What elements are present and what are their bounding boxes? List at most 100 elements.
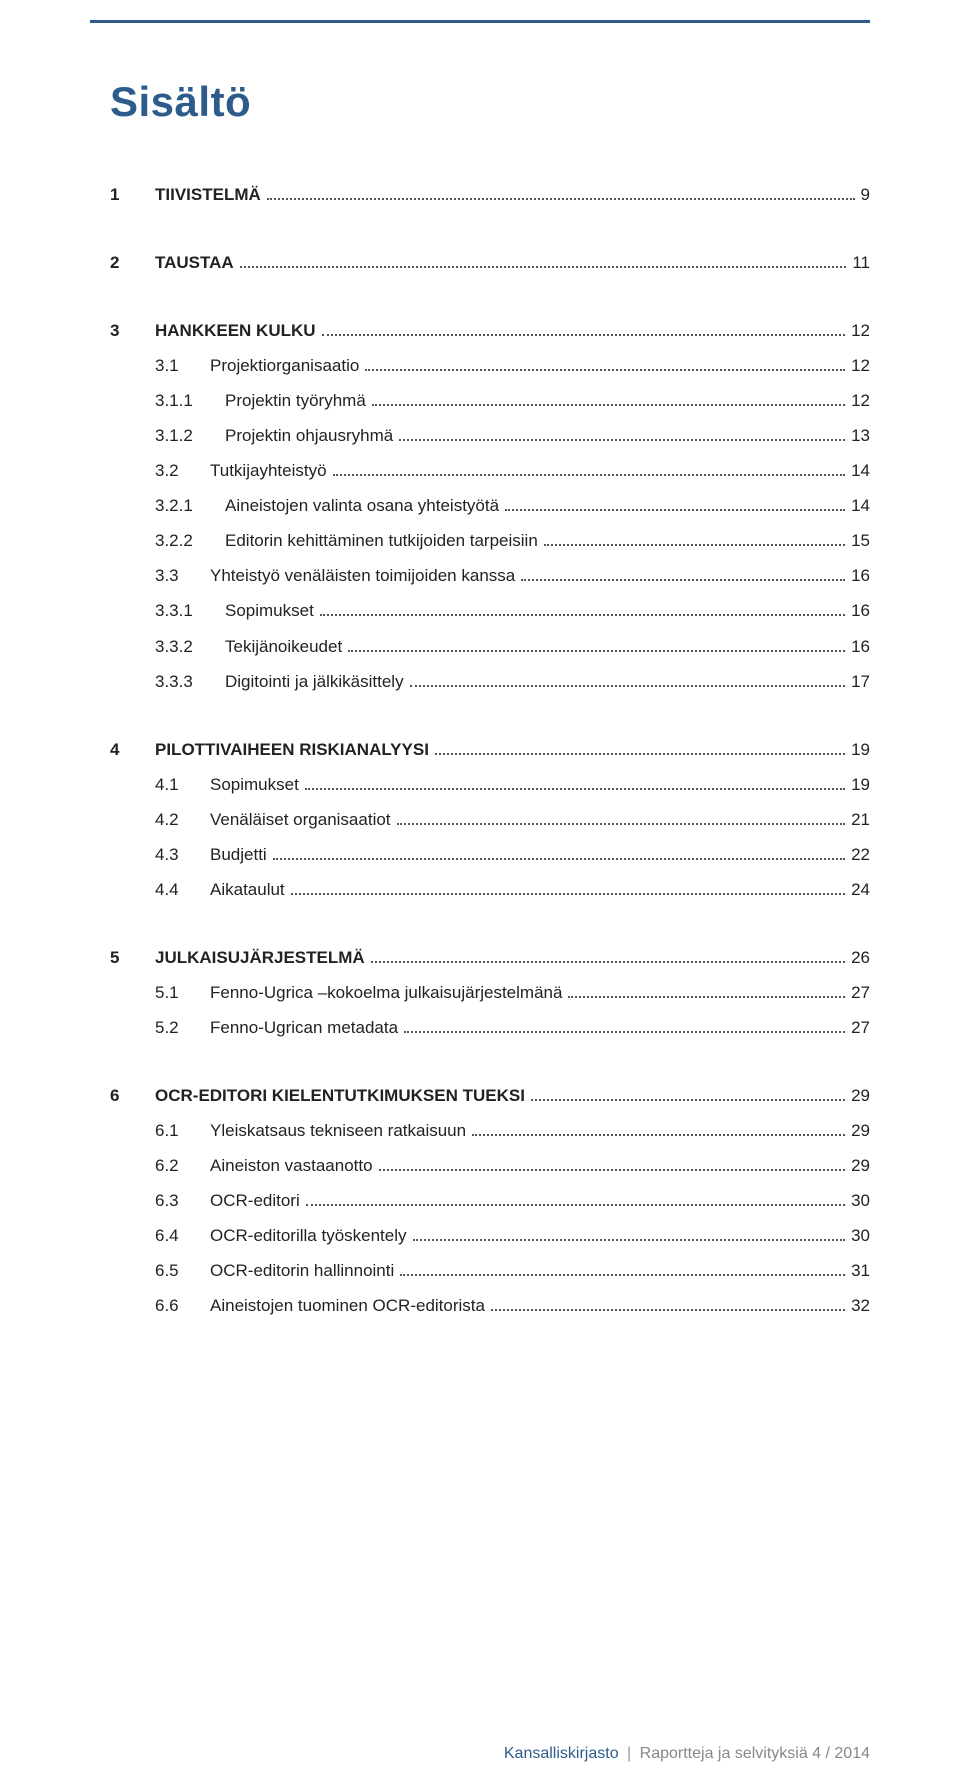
toc-leader bbox=[379, 1169, 846, 1171]
toc-entry[interactable]: 4PILOTTIVAIHEEN RISKIANALYYSI19 bbox=[110, 736, 870, 764]
toc-entry-text: Projektin työryhmä bbox=[225, 387, 366, 415]
toc-entry[interactable]: 3HANKKEEN KULKU12 bbox=[110, 317, 870, 345]
toc-section: 6OCR-EDITORI KIELENTUTKIMUKSEN TUEKSI29 6… bbox=[110, 1082, 870, 1320]
toc-entry-text: Yleiskatsaus tekniseen ratkaisuun bbox=[210, 1117, 466, 1145]
toc-entry-number: 5.2 bbox=[155, 1014, 210, 1042]
toc-entry[interactable]: 3.1.2Projektin ohjausryhmä13 bbox=[155, 422, 870, 450]
toc-entry-text: OCR-editorilla työskentely bbox=[210, 1222, 407, 1250]
toc-leader bbox=[240, 266, 847, 268]
toc-leader bbox=[333, 474, 846, 476]
toc-entry-text: Tutkijayhteistyö bbox=[210, 457, 327, 485]
toc-leader bbox=[399, 439, 845, 441]
toc-entry[interactable]: 6.4OCR-editorilla työskentely 30 bbox=[155, 1222, 870, 1250]
toc-entry-text: JULKAISUJÄRJESTELMÄ bbox=[155, 944, 365, 972]
toc-entry[interactable]: 3.2Tutkijayhteistyö14 bbox=[155, 457, 870, 485]
toc-entry-text: HANKKEEN KULKU bbox=[155, 317, 316, 345]
toc-entry[interactable]: 1TIIVISTELMÄ 9 bbox=[110, 181, 870, 209]
toc-entry-number: 6.4 bbox=[155, 1222, 210, 1250]
toc-entry-text: Digitointi ja jälkikäsittely bbox=[225, 668, 404, 696]
toc-leader bbox=[472, 1134, 845, 1136]
toc-entry-page: 27 bbox=[851, 979, 870, 1007]
toc-leader bbox=[400, 1274, 845, 1276]
toc-entry-number: 3 bbox=[110, 317, 155, 345]
toc-entry-page: 30 bbox=[851, 1222, 870, 1250]
toc-leader bbox=[371, 961, 845, 963]
toc-entry[interactable]: 6.1Yleiskatsaus tekniseen ratkaisuun29 bbox=[155, 1117, 870, 1145]
toc-entry-page: 29 bbox=[851, 1082, 870, 1110]
toc-entry[interactable]: 6.2Aineiston vastaanotto29 bbox=[155, 1152, 870, 1180]
toc-entry[interactable]: 3.1Projektiorganisaatio 12 bbox=[155, 352, 870, 380]
toc-section: 1TIIVISTELMÄ 9 bbox=[110, 181, 870, 209]
toc-entry-text: TAUSTAA bbox=[155, 249, 234, 277]
toc-entry[interactable]: 3.2.1Aineistojen valinta osana yhteistyö… bbox=[155, 492, 870, 520]
toc-entry-text: Sopimukset bbox=[210, 771, 299, 799]
toc-entry-number: 6.2 bbox=[155, 1152, 210, 1180]
toc-entry-text: Projektiorganisaatio bbox=[210, 352, 359, 380]
toc-entry[interactable]: 4.4Aikataulut24 bbox=[155, 876, 870, 904]
toc-entry-text: Fenno-Ugrica –kokoelma julkaisujärjestel… bbox=[210, 979, 562, 1007]
toc-entry-page: 17 bbox=[851, 668, 870, 696]
toc-entry-number: 6.3 bbox=[155, 1187, 210, 1215]
toc-entry-page: 19 bbox=[851, 771, 870, 799]
toc-entry-page: 12 bbox=[851, 352, 870, 380]
toc-entry[interactable]: 5JULKAISUJÄRJESTELMÄ26 bbox=[110, 944, 870, 972]
toc-leader bbox=[273, 858, 845, 860]
toc-entry-page: 24 bbox=[851, 876, 870, 904]
toc-entry-page: 29 bbox=[851, 1117, 870, 1145]
toc-entry-text: Budjetti bbox=[210, 841, 267, 869]
toc-entry[interactable]: 3.3.2Tekijänoikeudet16 bbox=[155, 633, 870, 661]
toc-entry[interactable]: 5.1Fenno-Ugrica –kokoelma julkaisujärjes… bbox=[155, 979, 870, 1007]
toc-leader bbox=[544, 544, 845, 546]
toc-leader bbox=[372, 404, 845, 406]
toc-entry-text: OCR-editorin hallinnointi bbox=[210, 1257, 394, 1285]
toc-entry-page: 15 bbox=[851, 527, 870, 555]
toc-entry-number: 6.5 bbox=[155, 1257, 210, 1285]
toc-section: 4PILOTTIVAIHEEN RISKIANALYYSI194.1Sopimu… bbox=[110, 736, 870, 904]
toc-leader bbox=[305, 788, 845, 790]
toc-entry[interactable]: 3.3Yhteistyö venäläisten toimijoiden kan… bbox=[155, 562, 870, 590]
toc-entry-page: 11 bbox=[852, 249, 870, 277]
toc-entry[interactable]: 3.2.2Editorin kehittäminen tutkijoiden t… bbox=[155, 527, 870, 555]
toc-entry-number: 4.2 bbox=[155, 806, 210, 834]
toc-entry-number: 3.3 bbox=[155, 562, 210, 590]
toc-entry[interactable]: 3.3.3Digitointi ja jälkikäsittely 17 bbox=[155, 668, 870, 696]
toc-entry-number: 4 bbox=[110, 736, 155, 764]
toc-entry[interactable]: 5.2Fenno-Ugrican metadata27 bbox=[155, 1014, 870, 1042]
toc-entry-text: Aineistojen tuominen OCR-editorista bbox=[210, 1292, 485, 1320]
toc-entry-number: 3.3.1 bbox=[155, 597, 225, 625]
toc-entry-text: TIIVISTELMÄ bbox=[155, 181, 261, 209]
toc-entry-number: 3.1 bbox=[155, 352, 210, 380]
toc-entry-number: 1 bbox=[110, 181, 155, 209]
toc-entry-number: 3.3.3 bbox=[155, 668, 225, 696]
toc-leader bbox=[410, 685, 846, 687]
toc-entry-page: 12 bbox=[851, 387, 870, 415]
toc-entry-number: 3.3.2 bbox=[155, 633, 225, 661]
toc-entry[interactable]: 6OCR-EDITORI KIELENTUTKIMUKSEN TUEKSI29 bbox=[110, 1082, 870, 1110]
toc-entry[interactable]: 4.1Sopimukset19 bbox=[155, 771, 870, 799]
table-of-contents: 1TIIVISTELMÄ92TAUSTAA113HANKKEEN KULKU12… bbox=[110, 181, 870, 1320]
toc-leader bbox=[521, 579, 845, 581]
toc-entry[interactable]: 2TAUSTAA 11 bbox=[110, 249, 870, 277]
toc-entry-page: 13 bbox=[851, 422, 870, 450]
toc-entry[interactable]: 3.1.1Projektin työryhmä12 bbox=[155, 387, 870, 415]
toc-entry[interactable]: 6.6Aineistojen tuominen OCR-editorista32 bbox=[155, 1292, 870, 1320]
toc-entry-number: 3.1.2 bbox=[155, 422, 225, 450]
toc-section: 2TAUSTAA 11 bbox=[110, 249, 870, 277]
toc-entry-number: 5 bbox=[110, 944, 155, 972]
toc-entry[interactable]: 4.3Budjetti22 bbox=[155, 841, 870, 869]
toc-entry-number: 6.6 bbox=[155, 1292, 210, 1320]
toc-leader bbox=[306, 1204, 845, 1206]
toc-entry-page: 9 bbox=[861, 181, 870, 209]
top-rule bbox=[90, 20, 870, 23]
toc-entry[interactable]: 6.5OCR-editorin hallinnointi31 bbox=[155, 1257, 870, 1285]
toc-entry[interactable]: 4.2Venäläiset organisaatiot21 bbox=[155, 806, 870, 834]
toc-leader bbox=[531, 1099, 845, 1101]
toc-entry-page: 16 bbox=[851, 562, 870, 590]
toc-entry[interactable]: 6.3OCR-editori30 bbox=[155, 1187, 870, 1215]
toc-leader bbox=[505, 509, 845, 511]
toc-section: 3HANKKEEN KULKU123.1Projektiorganisaatio… bbox=[110, 317, 870, 696]
toc-entry-number: 2 bbox=[110, 249, 155, 277]
toc-entry-page: 16 bbox=[851, 633, 870, 661]
toc-leader bbox=[267, 198, 855, 200]
toc-entry[interactable]: 3.3.1Sopimukset16 bbox=[155, 597, 870, 625]
